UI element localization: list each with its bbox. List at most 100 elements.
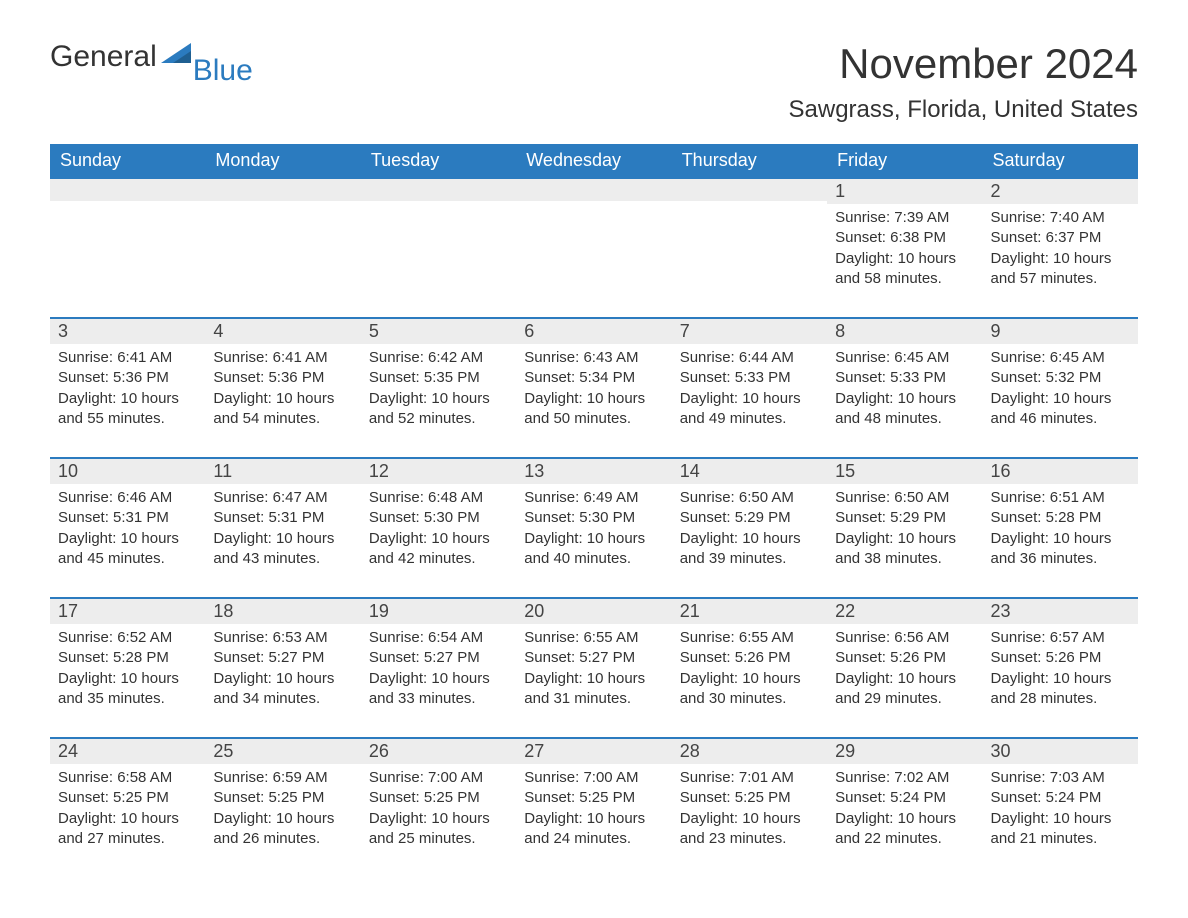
day-number: 14 <box>672 459 827 484</box>
empty-day <box>50 177 205 201</box>
sunrise-line: Sunrise: 7:40 AM <box>991 208 1130 228</box>
sunset-line: Sunset: 5:28 PM <box>991 508 1130 528</box>
sunrise-line: Sunrise: 7:02 AM <box>835 768 974 788</box>
calendar-cell: 23Sunrise: 6:57 AMSunset: 5:26 PMDayligh… <box>983 597 1138 737</box>
sunset-line: Sunset: 5:24 PM <box>991 788 1130 808</box>
day-cell: 12Sunrise: 6:48 AMSunset: 5:30 PMDayligh… <box>361 457 516 573</box>
day-details: Sunrise: 6:57 AMSunset: 5:26 PMDaylight:… <box>983 624 1138 713</box>
sunset-line: Sunset: 5:27 PM <box>213 648 352 668</box>
sunrise-line: Sunrise: 6:48 AM <box>369 488 508 508</box>
day-details: Sunrise: 6:46 AMSunset: 5:31 PMDaylight:… <box>50 484 205 573</box>
calendar-cell: 27Sunrise: 7:00 AMSunset: 5:25 PMDayligh… <box>516 737 671 877</box>
weekday-header: Saturday <box>983 144 1138 177</box>
sunset-line: Sunset: 5:32 PM <box>991 368 1130 388</box>
daylight-line: Daylight: 10 hours and 34 minutes. <box>213 669 352 710</box>
sunset-line: Sunset: 5:27 PM <box>524 648 663 668</box>
daylight-line: Daylight: 10 hours and 45 minutes. <box>58 529 197 570</box>
sunrise-line: Sunrise: 6:52 AM <box>58 628 197 648</box>
logo: General Blue <box>50 40 253 74</box>
sunset-line: Sunset: 5:30 PM <box>524 508 663 528</box>
day-cell: 27Sunrise: 7:00 AMSunset: 5:25 PMDayligh… <box>516 737 671 853</box>
sunrise-line: Sunrise: 7:00 AM <box>369 768 508 788</box>
empty-day <box>516 177 671 201</box>
sunset-line: Sunset: 5:31 PM <box>58 508 197 528</box>
calendar-cell: 19Sunrise: 6:54 AMSunset: 5:27 PMDayligh… <box>361 597 516 737</box>
calendar-cell: 13Sunrise: 6:49 AMSunset: 5:30 PMDayligh… <box>516 457 671 597</box>
day-details: Sunrise: 6:41 AMSunset: 5:36 PMDaylight:… <box>205 344 360 433</box>
day-cell: 29Sunrise: 7:02 AMSunset: 5:24 PMDayligh… <box>827 737 982 853</box>
daylight-line: Daylight: 10 hours and 42 minutes. <box>369 529 508 570</box>
daylight-line: Daylight: 10 hours and 23 minutes. <box>680 809 819 850</box>
calendar-cell: 25Sunrise: 6:59 AMSunset: 5:25 PMDayligh… <box>205 737 360 877</box>
day-cell: 1Sunrise: 7:39 AMSunset: 6:38 PMDaylight… <box>827 177 982 293</box>
daylight-line: Daylight: 10 hours and 54 minutes. <box>213 389 352 430</box>
weekday-header: Sunday <box>50 144 205 177</box>
daylight-line: Daylight: 10 hours and 31 minutes. <box>524 669 663 710</box>
day-details: Sunrise: 6:55 AMSunset: 5:26 PMDaylight:… <box>672 624 827 713</box>
day-cell: 4Sunrise: 6:41 AMSunset: 5:36 PMDaylight… <box>205 317 360 433</box>
sunset-line: Sunset: 5:25 PM <box>369 788 508 808</box>
day-details: Sunrise: 7:39 AMSunset: 6:38 PMDaylight:… <box>827 204 982 293</box>
daylight-line: Daylight: 10 hours and 58 minutes. <box>835 249 974 290</box>
day-number: 1 <box>827 179 982 204</box>
daylight-line: Daylight: 10 hours and 46 minutes. <box>991 389 1130 430</box>
day-details: Sunrise: 6:59 AMSunset: 5:25 PMDaylight:… <box>205 764 360 853</box>
sunset-line: Sunset: 5:36 PM <box>58 368 197 388</box>
sunset-line: Sunset: 5:24 PM <box>835 788 974 808</box>
day-number: 16 <box>983 459 1138 484</box>
sunrise-line: Sunrise: 6:59 AM <box>213 768 352 788</box>
calendar-cell <box>50 177 205 317</box>
day-number: 2 <box>983 179 1138 204</box>
daylight-line: Daylight: 10 hours and 35 minutes. <box>58 669 197 710</box>
sunset-line: Sunset: 5:29 PM <box>835 508 974 528</box>
sunset-line: Sunset: 5:26 PM <box>991 648 1130 668</box>
sunset-line: Sunset: 5:26 PM <box>835 648 974 668</box>
day-number: 22 <box>827 599 982 624</box>
calendar-cell: 16Sunrise: 6:51 AMSunset: 5:28 PMDayligh… <box>983 457 1138 597</box>
day-details: Sunrise: 7:02 AMSunset: 5:24 PMDaylight:… <box>827 764 982 853</box>
day-details: Sunrise: 6:44 AMSunset: 5:33 PMDaylight:… <box>672 344 827 433</box>
day-cell: 19Sunrise: 6:54 AMSunset: 5:27 PMDayligh… <box>361 597 516 713</box>
day-cell: 15Sunrise: 6:50 AMSunset: 5:29 PMDayligh… <box>827 457 982 573</box>
sunset-line: Sunset: 5:25 PM <box>680 788 819 808</box>
sunrise-line: Sunrise: 6:46 AM <box>58 488 197 508</box>
sunrise-line: Sunrise: 6:45 AM <box>991 348 1130 368</box>
day-details: Sunrise: 6:48 AMSunset: 5:30 PMDaylight:… <box>361 484 516 573</box>
sunrise-line: Sunrise: 6:56 AM <box>835 628 974 648</box>
day-details: Sunrise: 6:53 AMSunset: 5:27 PMDaylight:… <box>205 624 360 713</box>
daylight-line: Daylight: 10 hours and 50 minutes. <box>524 389 663 430</box>
logo-text-general: General <box>50 40 157 74</box>
daylight-line: Daylight: 10 hours and 38 minutes. <box>835 529 974 570</box>
day-number: 23 <box>983 599 1138 624</box>
sunrise-line: Sunrise: 6:53 AM <box>213 628 352 648</box>
empty-day <box>205 177 360 201</box>
day-cell: 28Sunrise: 7:01 AMSunset: 5:25 PMDayligh… <box>672 737 827 853</box>
day-details: Sunrise: 6:51 AMSunset: 5:28 PMDaylight:… <box>983 484 1138 573</box>
calendar-cell: 10Sunrise: 6:46 AMSunset: 5:31 PMDayligh… <box>50 457 205 597</box>
day-cell: 25Sunrise: 6:59 AMSunset: 5:25 PMDayligh… <box>205 737 360 853</box>
sunset-line: Sunset: 5:31 PM <box>213 508 352 528</box>
daylight-line: Daylight: 10 hours and 27 minutes. <box>58 809 197 850</box>
sunrise-line: Sunrise: 6:41 AM <box>213 348 352 368</box>
day-details: Sunrise: 6:49 AMSunset: 5:30 PMDaylight:… <box>516 484 671 573</box>
calendar-cell: 11Sunrise: 6:47 AMSunset: 5:31 PMDayligh… <box>205 457 360 597</box>
day-cell: 5Sunrise: 6:42 AMSunset: 5:35 PMDaylight… <box>361 317 516 433</box>
sunset-line: Sunset: 5:30 PM <box>369 508 508 528</box>
day-details: Sunrise: 7:00 AMSunset: 5:25 PMDaylight:… <box>361 764 516 853</box>
daylight-line: Daylight: 10 hours and 28 minutes. <box>991 669 1130 710</box>
daylight-line: Daylight: 10 hours and 57 minutes. <box>991 249 1130 290</box>
calendar-body: 1Sunrise: 7:39 AMSunset: 6:38 PMDaylight… <box>50 177 1138 877</box>
sunrise-line: Sunrise: 6:55 AM <box>524 628 663 648</box>
calendar-cell: 3Sunrise: 6:41 AMSunset: 5:36 PMDaylight… <box>50 317 205 457</box>
calendar-cell: 17Sunrise: 6:52 AMSunset: 5:28 PMDayligh… <box>50 597 205 737</box>
day-number: 5 <box>361 319 516 344</box>
calendar-row: 1Sunrise: 7:39 AMSunset: 6:38 PMDaylight… <box>50 177 1138 317</box>
sunset-line: Sunset: 5:28 PM <box>58 648 197 668</box>
day-details: Sunrise: 6:43 AMSunset: 5:34 PMDaylight:… <box>516 344 671 433</box>
calendar-cell <box>361 177 516 317</box>
daylight-line: Daylight: 10 hours and 26 minutes. <box>213 809 352 850</box>
day-cell: 14Sunrise: 6:50 AMSunset: 5:29 PMDayligh… <box>672 457 827 573</box>
day-number: 13 <box>516 459 671 484</box>
day-number: 4 <box>205 319 360 344</box>
day-details: Sunrise: 6:50 AMSunset: 5:29 PMDaylight:… <box>827 484 982 573</box>
